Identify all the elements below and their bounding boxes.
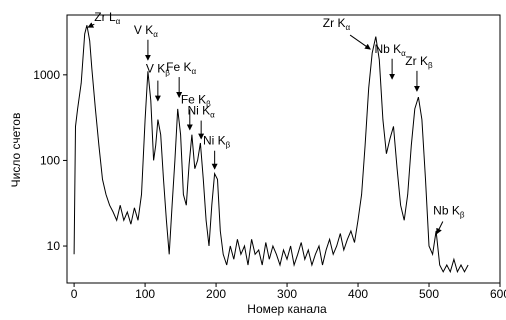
annotation-label: Nb Kβ: [433, 204, 465, 220]
annotation-text: Ni K: [203, 134, 226, 148]
annotation-text: Fe K: [166, 60, 191, 74]
annotation-label: Zr Lα: [94, 10, 120, 26]
annotation-label: Ni Kα: [188, 104, 216, 120]
y-tick-label: 100: [40, 153, 60, 167]
annotation-sub: β: [206, 99, 211, 108]
y-axis-label: Число счетов: [9, 113, 23, 188]
annotation-label: V Kβ: [146, 62, 170, 78]
annotation-sub: α: [192, 67, 197, 76]
annotation-sub: β: [428, 61, 433, 70]
annotation-label: Fe Kα: [166, 60, 196, 76]
annotation-text: Fe K: [181, 92, 206, 106]
annotation-sub: α: [401, 49, 406, 58]
plot-frame: [66, 14, 501, 284]
annotation-text: Nb K: [374, 42, 401, 56]
annotation-text: V K: [134, 23, 153, 37]
x-tick-label: 400: [348, 287, 368, 301]
annotation-text: Zr K: [405, 54, 428, 68]
annotation-text: Nb K: [433, 204, 460, 218]
annotation-arrow: [436, 221, 444, 235]
x-tick-label: 0: [71, 287, 78, 301]
x-tick-label: 200: [206, 287, 226, 301]
spectrum-line: [73, 25, 469, 274]
y-tick-label: 1000: [33, 68, 60, 82]
annotation-arrow: [87, 22, 95, 28]
annotation-sub: α: [345, 23, 350, 32]
annotation-sub: β: [226, 141, 231, 150]
annotation-label: Zr Kβ: [405, 54, 433, 70]
annotation-label: V Kα: [134, 23, 158, 39]
x-tick-label: 100: [135, 287, 155, 301]
y-tick-label: 10: [47, 239, 61, 253]
annotation-label: Nb Kα: [374, 42, 406, 58]
annotation-text: Ni K: [188, 104, 211, 118]
annotation-text: Zr K: [323, 16, 346, 30]
annotation-sub: α: [210, 111, 215, 120]
annotation-sub: β: [165, 69, 170, 78]
annotation-label: Ni Kβ: [203, 134, 231, 150]
x-axis-label: Номер канала: [247, 302, 327, 316]
annotation-label: Zr Kα: [323, 16, 351, 32]
annotation-label: Fe Kβ: [181, 92, 211, 108]
x-tick-label: 300: [277, 287, 297, 301]
annotation-sub: α: [116, 17, 121, 26]
annotation-text: Zr L: [94, 10, 116, 24]
annotation-sub: β: [460, 211, 465, 220]
annotation-sub: α: [153, 30, 158, 39]
x-tick-label: 500: [419, 287, 439, 301]
annotation-text: V K: [146, 62, 165, 76]
annotation-arrow: [349, 34, 371, 50]
x-tick-label: 600: [490, 287, 506, 301]
